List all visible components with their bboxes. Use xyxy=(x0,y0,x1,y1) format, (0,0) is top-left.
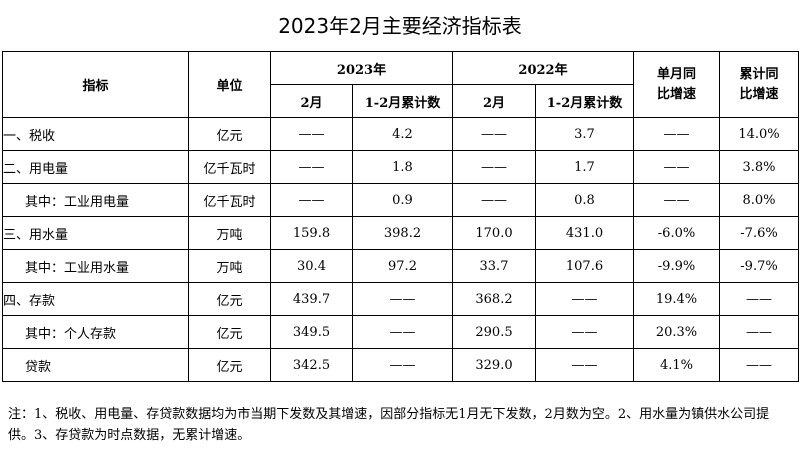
cell-2023-feb: 349.5 xyxy=(270,315,353,349)
cell-cumulative-yoy: -7.6% xyxy=(719,216,799,250)
cell-2023-feb: —— xyxy=(270,183,353,217)
table-row: 三、用水量 万吨 159.8 398.2 170.0 431.0 -6.0% -… xyxy=(2,216,799,250)
row-label: 其中：工业用电量 xyxy=(2,183,189,217)
cell-cumulative-yoy: —— xyxy=(719,315,799,349)
cell-cumulative-yoy: —— xyxy=(719,282,799,316)
header-2023-jan-feb: 1-2月累计数 xyxy=(352,84,453,118)
table-row: 二、用电量 亿千瓦时 —— 1.8 —— 1.7 —— 3.8% xyxy=(2,150,799,184)
cell-2023-cum: 0.9 xyxy=(352,183,453,217)
header-2022-jan-feb: 1-2月累计数 xyxy=(535,84,634,118)
cell-2023-cum: —— xyxy=(352,282,453,316)
row-unit: 亿千瓦时 xyxy=(188,183,271,217)
row-label: 四、存款 xyxy=(2,282,189,316)
cell-2023-feb: 159.8 xyxy=(270,216,353,250)
cell-2023-cum: 1.8 xyxy=(352,150,453,184)
cell-cumulative-yoy: 3.8% xyxy=(719,150,799,184)
cell-2022-cum: 431.0 xyxy=(535,216,634,250)
row-label: 贷款 xyxy=(2,348,189,382)
cell-monthly-yoy: —— xyxy=(633,150,720,184)
cell-2022-cum: —— xyxy=(535,282,634,316)
row-label: 三、用水量 xyxy=(2,216,189,250)
table-row: 贷款 亿元 342.5 —— 329.0 —— 4.1% —— xyxy=(2,348,799,382)
header-indicator: 指标 xyxy=(2,51,189,118)
cell-monthly-yoy: -9.9% xyxy=(633,249,720,283)
cell-2022-feb: 329.0 xyxy=(452,348,536,382)
cell-2023-cum: —— xyxy=(352,348,453,382)
cell-monthly-yoy: —— xyxy=(633,183,720,217)
row-unit: 亿元 xyxy=(188,117,271,151)
header-monthly-yoy: 单月同 比增速 xyxy=(633,51,720,118)
row-unit: 亿元 xyxy=(188,348,271,382)
cell-2022-cum: —— xyxy=(535,348,634,382)
footnote: 注：1、税收、用电量、存贷款数据均为市当期下发数及其增速，因部分指标无1月无下发… xyxy=(8,407,770,443)
indicator-table: 指标 单位 2023年 2022年 单月同 比增速 累计同 比增速 2月 1-2… xyxy=(2,51,799,382)
cell-2022-cum: 3.7 xyxy=(535,117,634,151)
cell-2022-cum: 0.8 xyxy=(535,183,634,217)
cell-monthly-yoy: —— xyxy=(633,117,720,151)
header-year-2023: 2023年 xyxy=(270,51,453,85)
cell-2023-cum: 97.2 xyxy=(352,249,453,283)
row-unit: 亿千瓦时 xyxy=(188,150,271,184)
cell-2022-feb: 290.5 xyxy=(452,315,536,349)
cell-2023-cum: 4.2 xyxy=(352,117,453,151)
row-unit: 万吨 xyxy=(188,249,271,283)
header-2022-feb: 2月 xyxy=(452,84,536,118)
header-year-2022: 2022年 xyxy=(452,51,634,85)
cell-2022-feb: 33.7 xyxy=(452,249,536,283)
cell-2023-feb: —— xyxy=(270,150,353,184)
table-title: 2023年2月主要经济指标表 xyxy=(278,14,522,38)
cell-2023-feb: 342.5 xyxy=(270,348,353,382)
cell-cumulative-yoy: —— xyxy=(719,348,799,382)
cell-monthly-yoy: 20.3% xyxy=(633,315,720,349)
row-unit: 万吨 xyxy=(188,216,271,250)
cell-2023-feb: 439.7 xyxy=(270,282,353,316)
cell-2022-cum: 107.6 xyxy=(535,249,634,283)
cell-2022-cum: —— xyxy=(535,315,634,349)
cell-monthly-yoy: 4.1% xyxy=(633,348,720,382)
row-label: 其中：个人存款 xyxy=(2,315,189,349)
table-row: 其中：工业用电量 亿千瓦时 —— 0.9 —— 0.8 —— 8.0% xyxy=(2,183,799,217)
row-unit: 亿元 xyxy=(188,282,271,316)
table-row: 其中：工业用水量 万吨 30.4 97.2 33.7 107.6 -9.9% -… xyxy=(2,249,799,283)
cell-2023-feb: 30.4 xyxy=(270,249,353,283)
table-row: 四、存款 亿元 439.7 —— 368.2 —— 19.4% —— xyxy=(2,282,799,316)
cell-2022-feb: —— xyxy=(452,117,536,151)
cell-2023-feb: —— xyxy=(270,117,353,151)
cell-monthly-yoy: 19.4% xyxy=(633,282,720,316)
row-unit: 亿元 xyxy=(188,315,271,349)
table-row: 一、税收 亿元 —— 4.2 —— 3.7 —— 14.0% xyxy=(2,117,799,151)
cell-cumulative-yoy: 14.0% xyxy=(719,117,799,151)
header-2023-feb: 2月 xyxy=(270,84,353,118)
cell-cumulative-yoy: 8.0% xyxy=(719,183,799,217)
row-label: 二、用电量 xyxy=(2,150,189,184)
header-unit: 单位 xyxy=(188,51,271,118)
cell-2022-feb: —— xyxy=(452,183,536,217)
cell-2022-feb: 368.2 xyxy=(452,282,536,316)
cell-cumulative-yoy: -9.7% xyxy=(719,249,799,283)
cell-2022-feb: 170.0 xyxy=(452,216,536,250)
row-label: 其中：工业用水量 xyxy=(2,249,189,283)
header-cumulative-yoy: 累计同 比增速 xyxy=(719,51,799,118)
table-row: 其中：个人存款 亿元 349.5 —— 290.5 —— 20.3% —— xyxy=(2,315,799,349)
cell-2022-feb: —— xyxy=(452,150,536,184)
cell-2022-cum: 1.7 xyxy=(535,150,634,184)
cell-monthly-yoy: -6.0% xyxy=(633,216,720,250)
cell-2023-cum: —— xyxy=(352,315,453,349)
row-label: 一、税收 xyxy=(2,117,189,151)
cell-2023-cum: 398.2 xyxy=(352,216,453,250)
